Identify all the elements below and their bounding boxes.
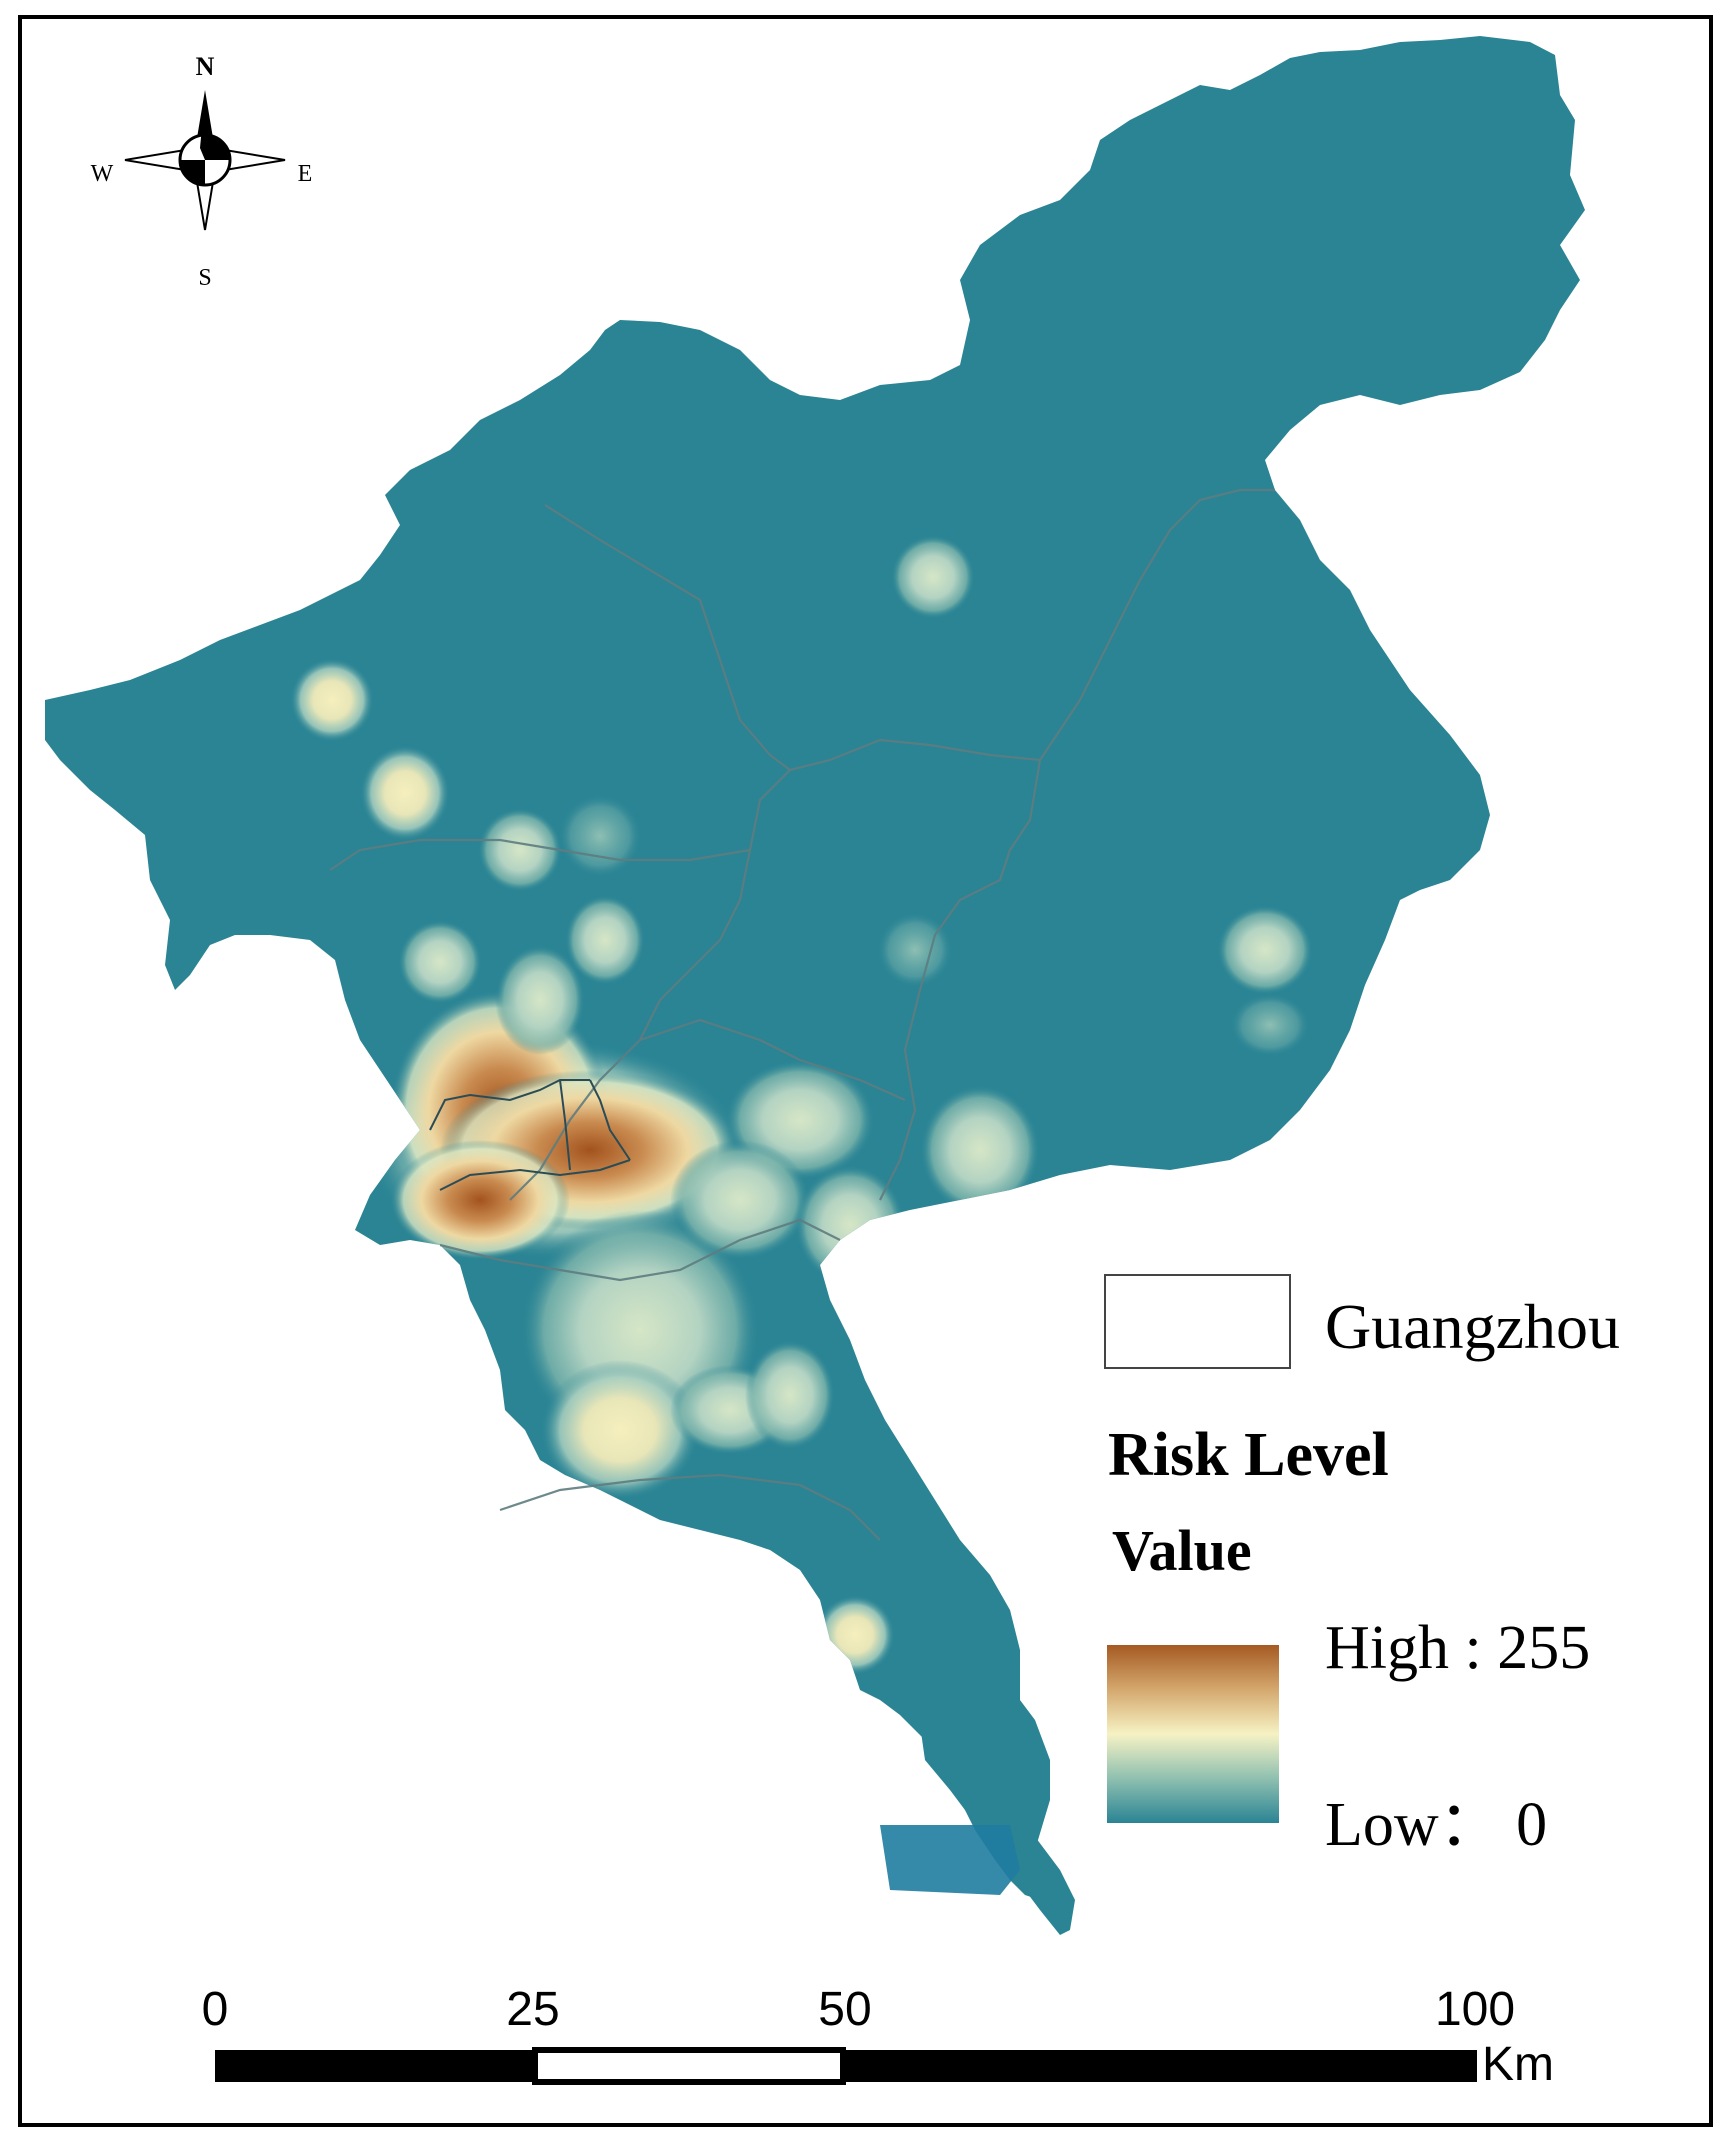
legend-subtitle: Value	[1112, 1518, 1252, 1583]
compass-w: W	[91, 161, 114, 187]
legend-boundary-swatch	[1104, 1274, 1291, 1369]
legend: Guangzhou Risk Level Value High : 255 Lo…	[1104, 1274, 1620, 1859]
scale-unit: Km	[1482, 2038, 1554, 2091]
scale-segment-2	[532, 2047, 846, 2085]
legend-high-label: High : 255	[1325, 1614, 1590, 1682]
legend-title: Risk Level	[1108, 1421, 1389, 1489]
compass-n: N	[196, 52, 215, 81]
legend-color-ramp	[1107, 1645, 1279, 1823]
scale-segment-3	[843, 2050, 1477, 2082]
legend-boundary-label: Guangzhou	[1325, 1291, 1620, 1362]
scale-bar: 0 25 50 100 Km	[202, 1983, 1554, 2091]
compass-s: S	[198, 265, 211, 291]
district-boundaries	[329, 488, 1275, 1541]
scale-tick-50: 50	[818, 1983, 871, 2036]
inner-districts	[429, 1079, 631, 1191]
compass-rose	[124, 90, 286, 231]
legend-low-label: Low： 0	[1325, 1791, 1547, 1859]
guangzhou-land	[45, 36, 1585, 1935]
scale-tick-25: 25	[506, 1983, 559, 2036]
scale-tick-0: 0	[202, 1983, 229, 2036]
scale-segment-1	[215, 2050, 535, 2082]
scale-tick-100: 100	[1435, 1983, 1515, 2036]
compass-e: E	[298, 161, 313, 187]
